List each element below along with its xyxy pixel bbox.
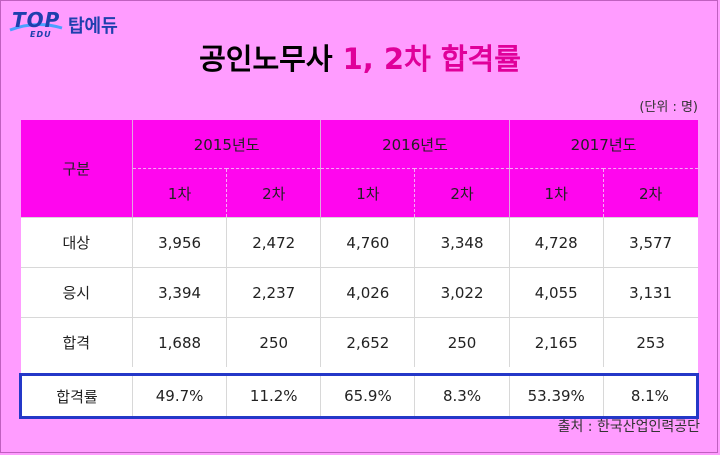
table-cell: 3,577 xyxy=(602,217,698,268)
table-cell: 3,394 xyxy=(131,267,227,318)
title-main: 공인노무사 xyxy=(199,42,333,76)
source-note: 출처 : 한국산업인력공단 xyxy=(557,419,700,435)
stage-header: 1차 xyxy=(508,168,604,218)
table-cell: 4,728 xyxy=(508,217,604,268)
row-header-cell: 구분 xyxy=(20,120,133,218)
rate-cell: 49.7% xyxy=(131,373,227,419)
table-cell: 2,472 xyxy=(226,217,321,268)
row-label: 합격 xyxy=(20,317,133,367)
row-label: 응시 xyxy=(20,267,133,318)
logo-top-text: TOP xyxy=(12,8,61,32)
row-label: 대상 xyxy=(20,217,133,268)
stage-header: 1차 xyxy=(131,168,227,218)
year-header-2016: 2016년도 xyxy=(320,120,510,169)
page-title: 공인노무사 1, 2차 합격률 xyxy=(0,36,720,78)
table-cell: 250 xyxy=(414,317,510,367)
table-cell: 4,760 xyxy=(320,217,415,268)
stage-header: 2차 xyxy=(602,168,698,218)
header-row-years: 구분 2015년도 2016년도 2017년도 xyxy=(20,120,698,218)
rate-cell: 8.1% xyxy=(602,373,700,419)
header-row-stages: 1차 2차 1차 2차 1차 2차 xyxy=(21,168,698,218)
table-cell: 2,237 xyxy=(226,267,321,318)
table-cell: 3,348 xyxy=(414,217,510,268)
table-cell: 4,026 xyxy=(320,267,415,318)
table-row: 대상 3,956 2,472 4,760 3,348 4,728 3,577 xyxy=(20,217,698,268)
table-cell: 2,652 xyxy=(320,317,415,367)
title-accent: 1, 2차 합격률 xyxy=(342,42,521,76)
stage-header: 2차 xyxy=(414,168,510,218)
stage-header: 2차 xyxy=(226,168,321,218)
rate-cell: 11.2% xyxy=(226,373,321,419)
year-header-2017: 2017년도 xyxy=(508,120,698,169)
table-cell: 4,055 xyxy=(508,267,604,318)
table-cell: 253 xyxy=(602,317,698,367)
table-row: 합격 1,688 250 2,652 250 2,165 253 xyxy=(20,317,698,367)
logo-badge: TOP EDU xyxy=(8,8,66,39)
topedu-logo: TOP EDU 탑에듀 xyxy=(8,6,128,42)
table-row: 응시 3,394 2,237 4,026 3,022 4,055 3,131 xyxy=(20,267,698,318)
rate-cell: 65.9% xyxy=(320,373,415,419)
table-cell: 3,022 xyxy=(414,267,510,318)
rate-cell: 53.39% xyxy=(508,373,604,419)
table-cell: 2,165 xyxy=(508,317,604,367)
row-label: 합격률 xyxy=(19,373,133,419)
logo-edu-text: EDU xyxy=(30,30,52,39)
year-header-2015: 2015년도 xyxy=(131,120,321,169)
logo-swoosh-icon xyxy=(9,23,63,32)
table-cell: 250 xyxy=(226,317,321,367)
stage-header: 1차 xyxy=(320,168,415,218)
rate-cell: 8.3% xyxy=(414,373,510,419)
table-cell: 1,688 xyxy=(131,317,227,367)
logo-name: 탑에듀 xyxy=(68,16,118,37)
table-spacer xyxy=(20,367,698,375)
table-cell: 3,131 xyxy=(602,267,698,318)
pass-rate-row: 합격률 49.7% 11.2% 65.9% 8.3% 53.39% 8.1% xyxy=(19,373,700,419)
pass-rate-table: 구분 2015년도 2016년도 2017년도 1차 2차 1차 2차 1차 2… xyxy=(19,120,700,419)
unit-label: (단위 : 명) xyxy=(639,100,698,115)
table-cell: 3,956 xyxy=(131,217,227,268)
